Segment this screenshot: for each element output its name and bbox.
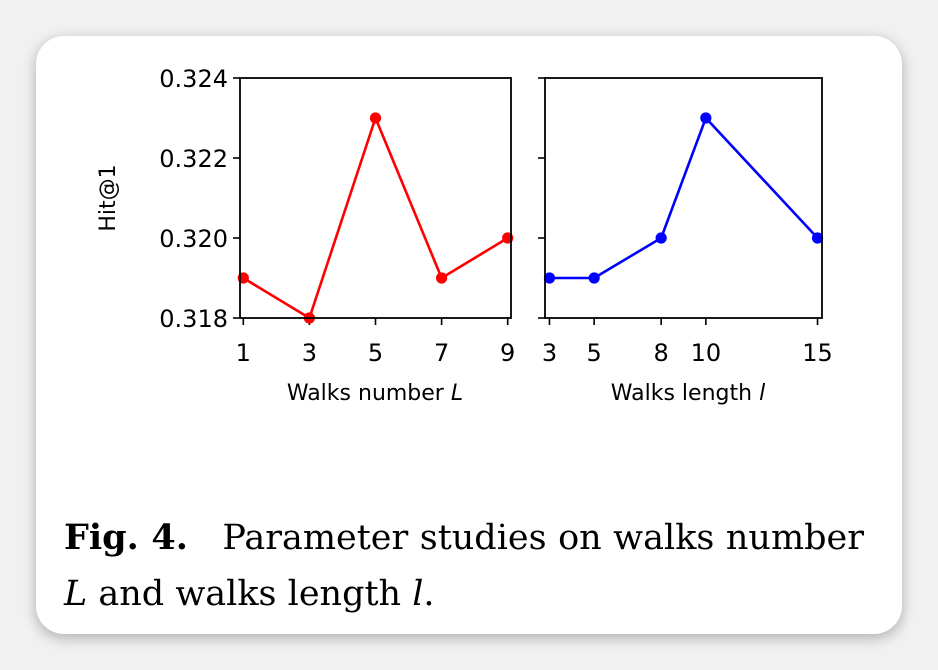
series-line <box>242 116 509 320</box>
x-tick-label: 5 <box>587 339 602 367</box>
data-point <box>655 232 667 244</box>
x-tick-label: 7 <box>434 339 449 367</box>
x-tick-label: 3 <box>542 339 557 367</box>
x-tick-label: 9 <box>500 339 515 367</box>
data-point <box>700 112 712 124</box>
x-axis-label: Walks number L <box>287 381 463 406</box>
caption-text-1: Parameter studies on walks number <box>222 518 864 558</box>
x-tick-label: 1 <box>236 339 251 367</box>
x-axis-label: Walks length l <box>611 381 765 406</box>
data-point <box>435 272 448 284</box>
caption-text-3: . <box>423 574 435 614</box>
x-tick-label: 8 <box>654 339 669 367</box>
caption-var-1: L <box>64 574 88 614</box>
y-tick-label: 0.324 <box>159 65 228 93</box>
figure-caption: Fig. 4. Parameter studies on walks numbe… <box>64 510 864 622</box>
caption-text-2: and walks length <box>87 574 413 614</box>
x-tick-label: 3 <box>302 339 317 367</box>
caption-var-2: l <box>412 574 424 614</box>
x-tick-label: 10 <box>691 339 722 367</box>
data-point <box>811 232 824 244</box>
caption-label: Fig. 4. <box>64 517 188 558</box>
x-tick-label: 15 <box>802 339 833 367</box>
y-tick-label: 0.322 <box>159 145 228 173</box>
y-axis-label: Hit@1 <box>96 164 121 231</box>
panel-walks-length: 3 5 8 10 15 Walks length l <box>538 77 833 406</box>
panel-walks-number: 0.318 0.320 0.322 0.324 1 3 5 7 9 Walks number L H… <box>96 65 515 406</box>
plot-frame <box>239 77 512 319</box>
figure-card <box>36 36 902 634</box>
plot-frame <box>544 77 823 319</box>
data-point <box>369 112 382 124</box>
x-tick-label: 5 <box>368 339 383 367</box>
data-point <box>543 272 556 284</box>
y-tick-label: 0.320 <box>159 225 228 253</box>
series-line <box>549 116 819 280</box>
y-tick-label: 0.318 <box>159 305 228 333</box>
data-point <box>588 272 600 284</box>
